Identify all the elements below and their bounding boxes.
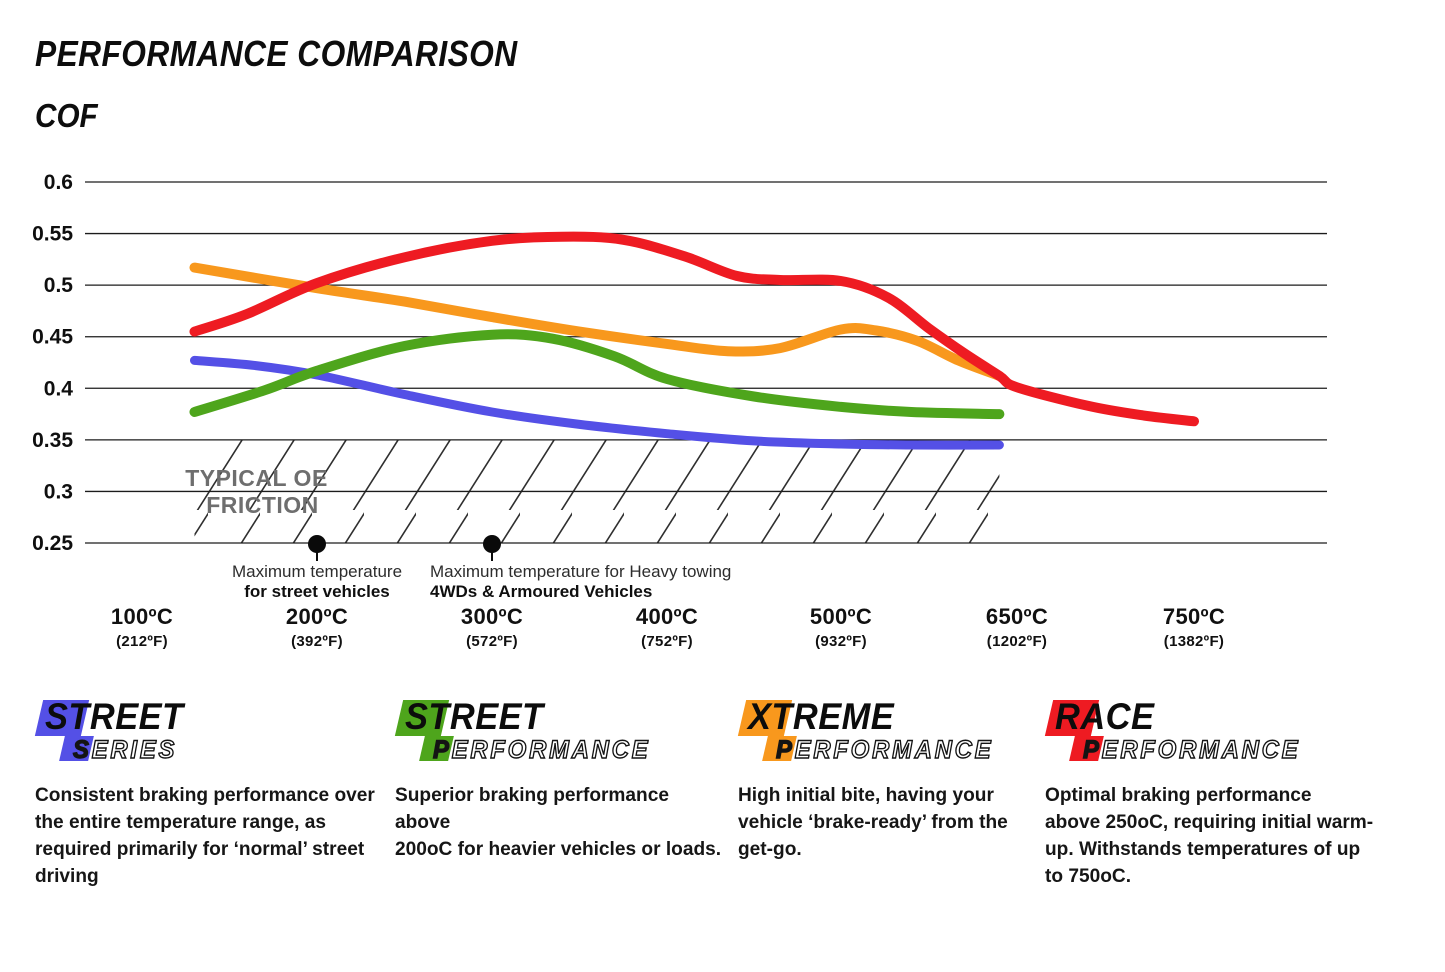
street-performance-logo: STREET PERFORMANCE (394, 696, 735, 773)
oe-friction-label-line1: TYPICAL OE (185, 465, 328, 491)
marker-label-line2: for street vehicles (244, 582, 390, 601)
marker-label-line2: 4WDs & Armoured Vehicles (430, 582, 653, 601)
x-tick-fahrenheit: (392ºF) (291, 633, 343, 650)
logo-sub-rest: ERFORMANCE (1101, 736, 1301, 764)
x-tick-label-200: 200ºC (392ºF) (242, 604, 392, 650)
curve-race-performance (189, 231, 1199, 427)
marker-dot (483, 535, 501, 553)
y-tick-label: 0.55 (32, 223, 73, 246)
y-tick-label: 0.25 (32, 532, 73, 555)
x-tick-celsius: 750ºC (1162, 604, 1226, 629)
race-performance-description: Optimal braking performance above 250oC,… (1045, 784, 1374, 887)
logo-sub-rest: ERFORMANCE (794, 736, 994, 764)
logo-main-word: STREET (405, 696, 544, 737)
y-tick-label: 0.35 (32, 429, 73, 452)
x-tick-label-750: 750ºC (1382ºF) (1119, 604, 1269, 650)
marker-label-1: Maximum temperature for street vehicles (187, 562, 447, 601)
logo-main-word: STREET (45, 696, 184, 737)
y-axis-title: COF (35, 97, 98, 134)
street-series-description: Consistent braking performance over the … (35, 784, 375, 887)
race-performance-logo: RACE PERFORMANCE (1044, 696, 1385, 773)
x-tick-fahrenheit: (572ºF) (466, 633, 518, 650)
series-layer (189, 231, 1199, 450)
legend-block-race-performance: RACE PERFORMANCE Optimal braking perform… (1044, 696, 1385, 890)
logo-sub-initial: P (775, 736, 795, 764)
logo-sub-word: PERFORMANCE (775, 736, 1056, 764)
curve-xtreme-performance (189, 262, 1005, 381)
x-tick-label-300: 300ºC (572ºF) (417, 604, 567, 650)
marker-layer (308, 535, 501, 561)
legend-block-xtreme-performance: XTREME PERFORMANCE High initial bite, ha… (737, 696, 1033, 863)
logo-sub-initial: S (72, 736, 92, 764)
y-tick-label: 0.6 (44, 171, 73, 194)
x-tick-celsius: 200ºC (285, 604, 349, 629)
x-tick-label-650: 650ºC (1202ºF) (942, 604, 1092, 650)
logo-sub-word: PERFORMANCE (432, 736, 756, 764)
marker-dot (308, 535, 326, 553)
logo-main-word: RACE (1055, 696, 1155, 737)
logo-sub-word: SERIES (72, 736, 406, 764)
street-series-logo: STREET SERIES (34, 696, 385, 773)
x-tick-celsius: 500ºC (809, 604, 873, 629)
xtreme-performance-description: High initial bite, having your vehicle ‘… (738, 784, 1008, 860)
street-performance-description: Superior braking performance above 200oC… (395, 784, 722, 860)
x-tick-label-500: 500ºC (932ºF) (766, 604, 916, 650)
y-tick-label: 0.5 (44, 274, 74, 297)
x-tick-celsius: 650ºC (985, 604, 1049, 629)
x-tick-fahrenheit: (752ºF) (641, 633, 693, 650)
xtreme-performance-logo: XTREME PERFORMANCE (737, 696, 1033, 773)
y-tick-label: 0.3 (44, 480, 73, 503)
x-tick-celsius: 100ºC (110, 604, 174, 629)
marker-label-line1: Maximum temperature (231, 562, 403, 581)
oe-friction-label-line2: FRICTION (206, 492, 319, 518)
x-tick-fahrenheit: (1202ºF) (986, 633, 1048, 650)
curve-street-performance (189, 329, 1005, 420)
logo-sub-rest: ERFORMANCE (451, 736, 651, 764)
x-tick-celsius: 300ºC (460, 604, 524, 629)
marker-label-2: Maximum temperature for Heavy towing 4WDs… (430, 562, 760, 601)
logo-sub-word: PERFORMANCE (1082, 736, 1406, 764)
x-tick-label-400: 400ºC (752ºF) (592, 604, 742, 650)
y-tick-label: 0.4 (44, 377, 74, 400)
y-tick-label: 0.45 (32, 326, 73, 349)
x-tick-fahrenheit: (212ºF) (116, 633, 168, 650)
logo-sub-rest: ERIES (91, 736, 178, 764)
legend-block-street-series: STREET SERIES Consistent braking perform… (34, 696, 385, 890)
legend-block-street-performance: STREET PERFORMANCE Superior braking perf… (394, 696, 735, 863)
x-tick-celsius: 400ºC (635, 604, 699, 629)
x-tick-fahrenheit: (1382ºF) (1163, 633, 1225, 650)
page-title: PERFORMANCE COMPARISON (35, 33, 518, 74)
logo-sub-initial: P (1082, 736, 1102, 764)
x-tick-label-100: 100ºC (212ºF) (67, 604, 217, 650)
marker-label-line1: Maximum temperature for Heavy towing (430, 562, 732, 581)
x-tick-fahrenheit: (932ºF) (815, 633, 867, 650)
logo-main-word: XTREME (748, 696, 895, 737)
logo-sub-initial: P (432, 736, 452, 764)
